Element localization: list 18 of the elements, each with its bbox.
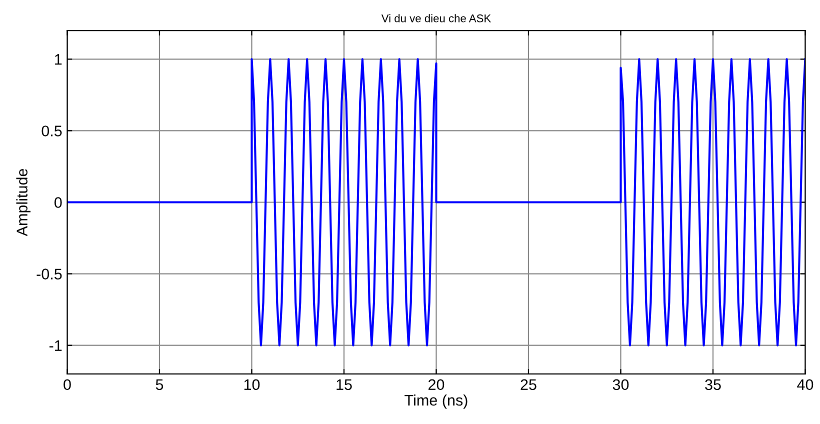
x-tick-label: 10 xyxy=(244,379,260,390)
y-tick-label: 0.5 xyxy=(42,126,62,136)
y-tick-label: 1 xyxy=(55,54,62,65)
y-axis-title: Amplitude xyxy=(16,168,30,236)
x-axis-title: Time (ns) xyxy=(404,394,468,409)
x-tick-label: 35 xyxy=(705,379,721,390)
x-tick-label: 25 xyxy=(520,379,536,390)
x-tick-label: 0 xyxy=(64,379,71,390)
x-tick-label: 40 xyxy=(797,379,814,390)
x-tick-label: 15 xyxy=(336,379,352,390)
x-tick-label: 30 xyxy=(612,379,629,390)
chart-title: Vi du ve dieu che ASK xyxy=(381,14,491,22)
x-tick-label: 5 xyxy=(156,379,164,390)
y-tick-label: -0.5 xyxy=(36,268,62,280)
line-series xyxy=(67,58,806,346)
y-tick-label: 0 xyxy=(54,197,62,208)
x-tick-label: 20 xyxy=(428,379,444,390)
y-tick-label: -1 xyxy=(49,340,62,351)
